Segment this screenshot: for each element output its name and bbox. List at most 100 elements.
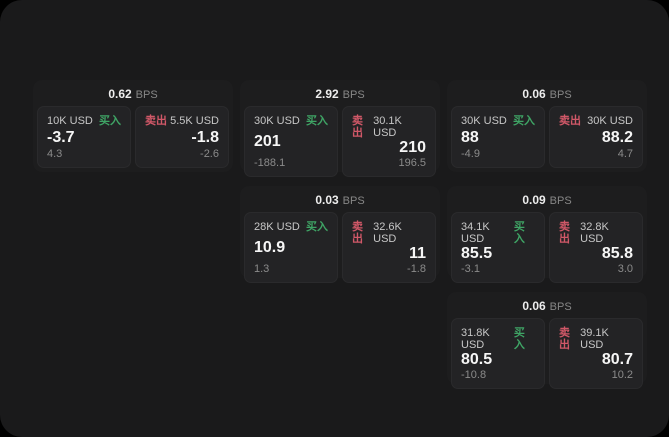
sell-quote-panel[interactable]: 卖出 32.8K USD 85.8 3.0	[549, 212, 643, 283]
quote-panels: 10K USD 买入 -3.7 4.3 卖出 5.5K USD -1.8 -2.…	[37, 106, 229, 168]
buy-panel-top: 10K USD 买入	[47, 115, 121, 127]
sell-panel-top: 卖出 30.1K USD	[352, 115, 426, 139]
sell-price: 88.2	[601, 128, 633, 146]
quote-panels: 30K USD 买入 201 -188.1 卖出 30.1K USD 210 1…	[244, 106, 436, 177]
buy-sub-value: 1.3	[254, 263, 270, 275]
sell-amount: 30.1K USD	[373, 115, 402, 139]
buy-quote-panel[interactable]: 30K USD 买入 201 -188.1	[244, 106, 338, 177]
buy-side-label: 买入	[513, 221, 525, 245]
sell-quote-panel[interactable]: 卖出 32.6K USD 11 -1.8	[342, 212, 436, 283]
sell-quote-panel[interactable]: 卖出 30K USD 88.2 4.7	[549, 106, 643, 168]
buy-amount: 34.1K USD	[461, 221, 490, 245]
quote-card: 0.06 BPS 30K USD 买入 88 -4.9 卖出 30K USD 8…	[447, 80, 647, 172]
sell-amount: 32.6K USD	[373, 221, 402, 245]
sell-side-label: 卖出	[559, 221, 570, 245]
buy-price: 201	[254, 133, 281, 150]
sell-panel-top: 卖出 32.6K USD	[352, 221, 426, 245]
card-header: 0.09 BPS	[451, 190, 643, 210]
sell-panel-top: 卖出 39.1K USD	[559, 327, 633, 351]
buy-sub-value: -10.8	[461, 369, 487, 381]
quote-card: 0.62 BPS 10K USD 买入 -3.7 4.3 卖出 5.5K USD…	[33, 80, 233, 172]
sell-price: 85.8	[601, 245, 633, 262]
buy-quote-panel[interactable]: 10K USD 买入 -3.7 4.3	[37, 106, 131, 168]
sell-sub-value: 3.0	[617, 263, 633, 275]
sell-amount: 5.5K USD	[170, 115, 219, 127]
sell-sub-value: -1.8	[407, 263, 426, 275]
buy-amount: 28K USD	[254, 221, 300, 233]
sell-side-label: 卖出	[352, 115, 363, 139]
sell-panel-top: 卖出 30K USD	[559, 115, 633, 127]
sell-quote-panel[interactable]: 卖出 39.1K USD 80.7 10.2	[549, 318, 643, 389]
bps-unit-label: BPS	[342, 195, 365, 207]
buy-sub-value: -4.9	[461, 148, 480, 160]
quote-panels: 28K USD 买入 10.9 1.3 卖出 32.6K USD 11 -1.8	[244, 212, 436, 283]
sell-price: -1.8	[191, 128, 219, 146]
card-header: 0.03 BPS	[244, 190, 436, 210]
bps-value: 0.09	[522, 193, 546, 207]
buy-panel-top: 31.8K USD 买入	[461, 327, 535, 351]
bps-value: 0.03	[315, 193, 339, 207]
sell-price: 210	[399, 139, 426, 156]
buy-amount: 30K USD	[461, 115, 507, 127]
sell-panel-top: 卖出 32.8K USD	[559, 221, 633, 245]
buy-sub-value: 4.3	[47, 148, 63, 160]
card-header: 0.06 BPS	[451, 84, 643, 104]
buy-price: 85.5	[461, 245, 493, 262]
bps-value: 2.92	[315, 87, 339, 101]
buy-side-label: 买入	[306, 221, 328, 233]
sell-sub-value: -2.6	[200, 148, 219, 160]
buy-panel-top: 30K USD 买入	[461, 115, 535, 127]
quote-card: 2.92 BPS 30K USD 买入 201 -188.1 卖出 30.1K …	[240, 80, 440, 177]
buy-quote-panel[interactable]: 34.1K USD 买入 85.5 -3.1	[451, 212, 545, 283]
sell-quote-panel[interactable]: 卖出 30.1K USD 210 196.5	[342, 106, 436, 177]
sell-sub-value: 4.7	[617, 148, 633, 160]
bps-unit-label: BPS	[549, 89, 572, 101]
buy-quote-panel[interactable]: 30K USD 买入 88 -4.9	[451, 106, 545, 168]
buy-price: -3.7	[47, 128, 75, 146]
buy-side-label: 买入	[99, 115, 121, 127]
quote-panels: 30K USD 买入 88 -4.9 卖出 30K USD 88.2 4.7	[451, 106, 643, 168]
sell-price: 80.7	[601, 351, 633, 368]
quote-card: 0.09 BPS 34.1K USD 买入 85.5 -3.1 卖出 32.8K…	[447, 186, 647, 283]
sell-amount: 39.1K USD	[580, 327, 609, 351]
buy-amount: 31.8K USD	[461, 327, 490, 351]
sell-price: 11	[409, 245, 426, 262]
buy-quote-panel[interactable]: 31.8K USD 买入 80.5 -10.8	[451, 318, 545, 389]
buy-panel-top: 30K USD 买入	[254, 115, 328, 127]
buy-side-label: 买入	[306, 115, 328, 127]
buy-panel-top: 34.1K USD 买入	[461, 221, 535, 245]
buy-price: 10.9	[254, 239, 286, 256]
bps-unit-label: BPS	[549, 195, 572, 207]
bps-value: 0.62	[108, 87, 132, 101]
buy-sub-value: -3.1	[461, 263, 480, 275]
sell-sub-value: 10.2	[611, 369, 633, 381]
bps-unit-label: BPS	[342, 89, 365, 101]
card-header: 0.62 BPS	[37, 84, 229, 104]
sell-side-label: 卖出	[559, 115, 581, 127]
buy-panel-top: 28K USD 买入	[254, 221, 328, 233]
buy-price: 80.5	[461, 351, 493, 368]
card-header: 2.92 BPS	[244, 84, 436, 104]
bps-unit-label: BPS	[549, 301, 572, 313]
buy-quote-panel[interactable]: 28K USD 买入 10.9 1.3	[244, 212, 338, 283]
buy-price: 88	[461, 128, 479, 146]
sell-panel-top: 卖出 5.5K USD	[145, 115, 219, 127]
buy-amount: 30K USD	[254, 115, 300, 127]
buy-side-label: 买入	[513, 327, 525, 351]
buy-side-label: 买入	[513, 115, 535, 127]
buy-amount: 10K USD	[47, 115, 93, 127]
sell-quote-panel[interactable]: 卖出 5.5K USD -1.8 -2.6	[135, 106, 229, 168]
quote-card: 0.06 BPS 31.8K USD 买入 80.5 -10.8 卖出 39.1…	[447, 292, 647, 389]
quote-panels: 34.1K USD 买入 85.5 -3.1 卖出 32.8K USD 85.8…	[451, 212, 643, 283]
buy-sub-value: -188.1	[254, 157, 286, 169]
bps-value: 0.06	[522, 299, 546, 313]
sell-amount: 30K USD	[587, 115, 633, 127]
quote-card: 0.03 BPS 28K USD 买入 10.9 1.3 卖出 32.6K US…	[240, 186, 440, 283]
bps-value: 0.06	[522, 87, 546, 101]
sell-side-label: 卖出	[559, 327, 570, 351]
card-header: 0.06 BPS	[451, 296, 643, 316]
sell-sub-value: 196.5	[398, 157, 426, 169]
sell-amount: 32.8K USD	[580, 221, 609, 245]
quote-panels: 31.8K USD 买入 80.5 -10.8 卖出 39.1K USD 80.…	[451, 318, 643, 389]
